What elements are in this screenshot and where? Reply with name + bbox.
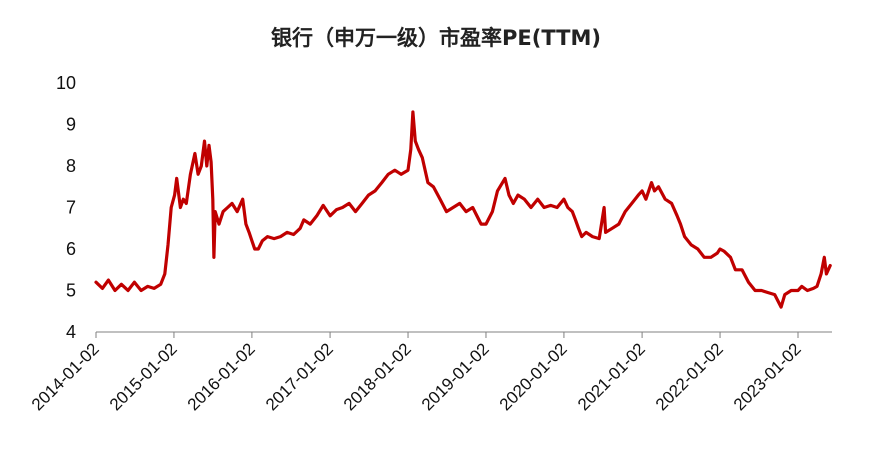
pe-series-line	[94, 110, 832, 309]
y-tick-label: 5	[66, 281, 76, 301]
x-tick-label: 2020-01-02	[496, 339, 571, 414]
x-tick-label: 2021-01-02	[574, 339, 649, 414]
x-tick-label: 2023-01-02	[730, 339, 805, 414]
x-tick-label: 2015-01-02	[106, 339, 181, 414]
y-tick-label: 10	[56, 73, 76, 93]
x-tick-label: 2016-01-02	[184, 339, 259, 414]
y-tick-label: 7	[66, 198, 76, 218]
x-tick-label: 2014-01-02	[28, 339, 103, 414]
x-tick-label: 2018-01-02	[340, 339, 415, 414]
chart-title: 银行（申万一级）市盈率PE(TTM)	[271, 26, 601, 50]
y-tick-label: 6	[66, 239, 76, 259]
y-tick-label: 8	[66, 156, 76, 176]
x-tick-label: 2022-01-02	[652, 339, 727, 414]
series-layer	[94, 110, 832, 309]
y-tick-label: 4	[66, 322, 76, 342]
x-tick-label: 2019-01-02	[418, 339, 493, 414]
y-axis: 4 5 6 7 8 9 10	[56, 73, 76, 342]
y-tick-label: 9	[66, 115, 76, 135]
x-tick-label: 2017-01-02	[262, 339, 337, 414]
x-axis: 2014-01-02 2015-01-02 2016-01-02 2017-01-02…	[28, 331, 832, 414]
